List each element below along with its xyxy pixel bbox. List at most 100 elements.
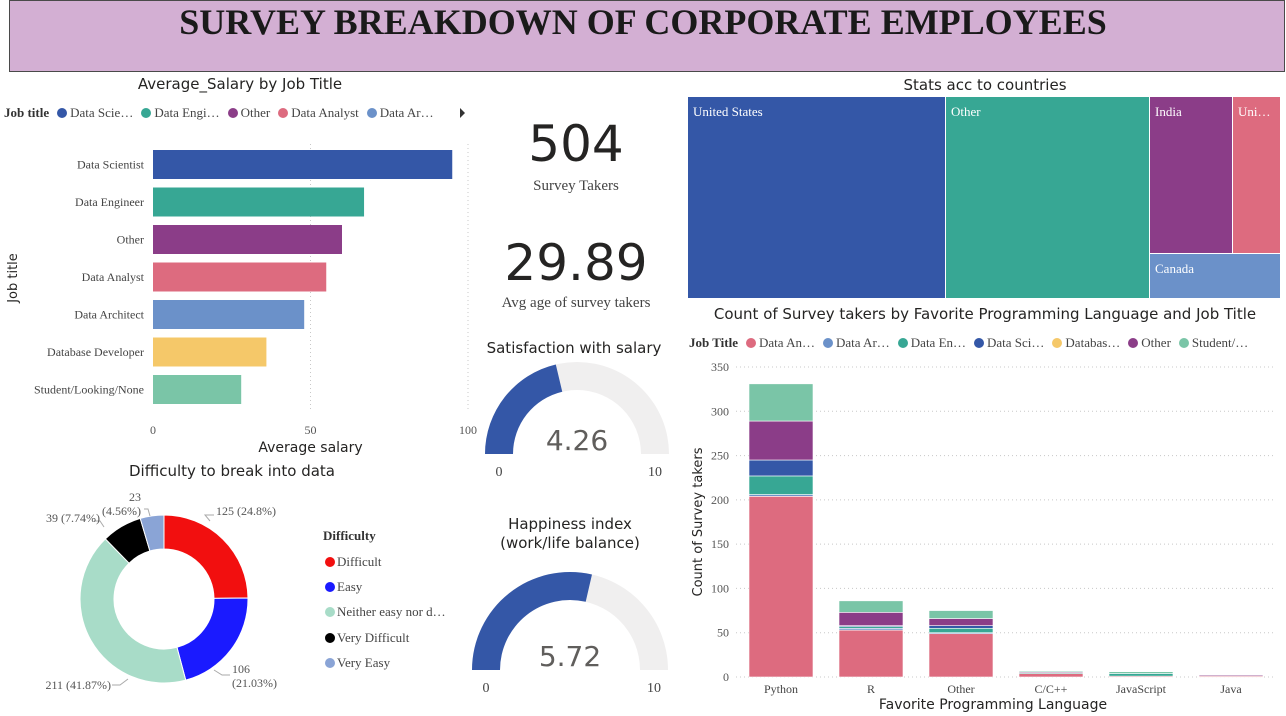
difficulty-legend-item[interactable]: Very Easy [325,650,446,675]
legend-label: Other [240,105,271,120]
y-tick-label: 300 [711,404,729,418]
difficulty-legend-item[interactable]: Difficult [325,549,446,574]
leader-line [213,669,230,676]
bar[interactable] [153,337,267,367]
legend-item-data-scientist[interactable]: Data Sci… [974,335,1044,351]
bar[interactable] [153,300,305,329]
donut-slice[interactable] [79,538,187,684]
legend-marker [746,338,757,348]
legend-item-data-scientist[interactable]: Data Scie… [57,105,133,121]
bar[interactable] [153,225,342,254]
legend-label: Very Difficult [337,629,410,645]
stacked-bar-segment[interactable] [928,610,994,619]
stacked-bar-segment[interactable] [838,600,904,613]
treemap-tile[interactable] [1150,254,1280,298]
avg-age-label: Avg age of survey takers [501,295,651,311]
stacked-bar-segment[interactable] [838,612,904,626]
survey-takers-label: Survey Takers [533,178,619,194]
slice-data-label: (21.03%) [232,676,277,690]
legend-item-data-analyst[interactable]: Data Analyst [278,105,359,121]
bar[interactable] [153,150,453,179]
treemap-title: Stats acc to countries [903,76,1067,94]
difficulty-legend-item[interactable]: Neither easy nor d… [325,600,446,625]
legend-label: Data Analyst [291,105,359,120]
bar[interactable] [153,375,242,404]
treemap-tile[interactable] [1150,97,1232,253]
stacked-bar-segment[interactable] [1198,674,1264,677]
legend-marker [366,108,377,118]
stacked-bar-segment[interactable] [928,627,994,634]
slice-data-label: 106 [232,662,250,676]
treemap-tile[interactable] [688,97,945,298]
y-category-label: Other [117,233,144,247]
countries-treemap: United States Other India Uni… Canada [688,97,1280,298]
legend-item-data-architect[interactable]: Data Ar… [822,335,890,351]
legend-marker [325,632,335,643]
slice-data-label: 23 [129,490,141,504]
treemap-tile[interactable] [946,97,1149,298]
legend-marker [227,108,238,118]
gauge-max-label: 10 [647,681,661,696]
leader-line [144,508,151,517]
difficulty-legend-item[interactable]: Easy [325,574,446,599]
legend-item-data-engineer[interactable]: Data Engi… [141,105,220,121]
language-stacked-bar-chart: 0 50 100 150 200 250 300 350 Python R Other C/C++ Ja… [691,360,1276,713]
legend-marker [1052,338,1063,348]
salary-chart-title: Average_Salary by Job Title [137,75,343,93]
y-category-label: Data Engineer [75,195,144,209]
salary-chart-legend: Job title Data Scie… Data Engi… Other Da… [4,105,442,121]
chevron-right-icon[interactable] [455,106,469,120]
happiness-gauge-title-line2: (work/life balance) [500,534,640,552]
y-tick-label: 200 [711,493,729,507]
legend-label: Student/… [1191,335,1249,350]
legend-item-other[interactable]: Other [1128,335,1171,351]
stacked-bar-segment[interactable] [1018,670,1084,673]
treemap-tile[interactable] [1233,97,1280,253]
stacked-bar-segment[interactable] [748,459,814,477]
happiness-gauge: 5.72 0 10 [472,572,668,696]
legend-label: Data Scie… [70,105,134,120]
y-axis-title: Job title [6,253,21,304]
stacked-bar-segment[interactable] [1108,671,1174,674]
legend-item-data-engineer[interactable]: Data En… [897,335,966,351]
x-category-label: R [867,682,875,696]
bar[interactable] [153,262,327,292]
legend-marker [1178,338,1189,348]
legend-label: Data Engi… [154,105,220,120]
stacked-bar-segment[interactable] [928,618,994,626]
legend-item-data-analyst[interactable]: Data An… [746,335,815,351]
dashboard-title: SURVEY BREAKDOWN OF CORPORATE EMPLOYEES [179,2,1107,42]
legend-item-other[interactable]: Other [227,105,271,121]
treemap-tile-label: Uni… [1238,104,1271,119]
treemap-tile-label: Other [951,104,981,119]
stacked-bar-segment[interactable] [748,383,814,422]
stacked-bar-segment[interactable] [748,475,814,495]
stacked-bar-segment[interactable] [838,629,904,678]
legend-item-database-developer[interactable]: Databas… [1052,335,1120,351]
legend-item-student[interactable]: Student/… [1178,335,1249,351]
difficulty-legend-item[interactable]: Very Difficult [325,625,446,650]
legend-item-data-architect[interactable]: Data Ar… [366,105,434,121]
stacked-bar-segment[interactable] [1018,673,1084,678]
y-tick-label: 0 [723,670,729,684]
stacked-bar-segment[interactable] [928,625,994,629]
x-category-label: Java [1220,682,1242,696]
stacked-bar-segment[interactable] [1108,673,1174,677]
stacked-bar-segment[interactable] [748,420,814,461]
legend-marker [325,657,335,668]
donut-slice[interactable] [163,514,249,599]
legend-marker [278,108,289,118]
salary-bar-chart: 0 50 100 Data Scientist Data Engineer Other Da… [6,144,477,456]
legend-label: Data An… [759,335,815,350]
y-tick-label: 250 [711,449,729,463]
gauge-fill [485,364,563,454]
stacked-bar-segment[interactable] [748,496,814,678]
slice-data-label: (4.56%) [102,504,141,518]
leader-line [112,678,129,686]
stacked-bar-segment[interactable] [928,633,994,678]
bar[interactable] [153,187,365,217]
donut-slice[interactable] [139,514,165,552]
leader-line [203,514,214,522]
satisfaction-gauge-title: Satisfaction with salary [486,339,662,357]
slice-data-label: 39 (7.74%) [46,511,100,525]
